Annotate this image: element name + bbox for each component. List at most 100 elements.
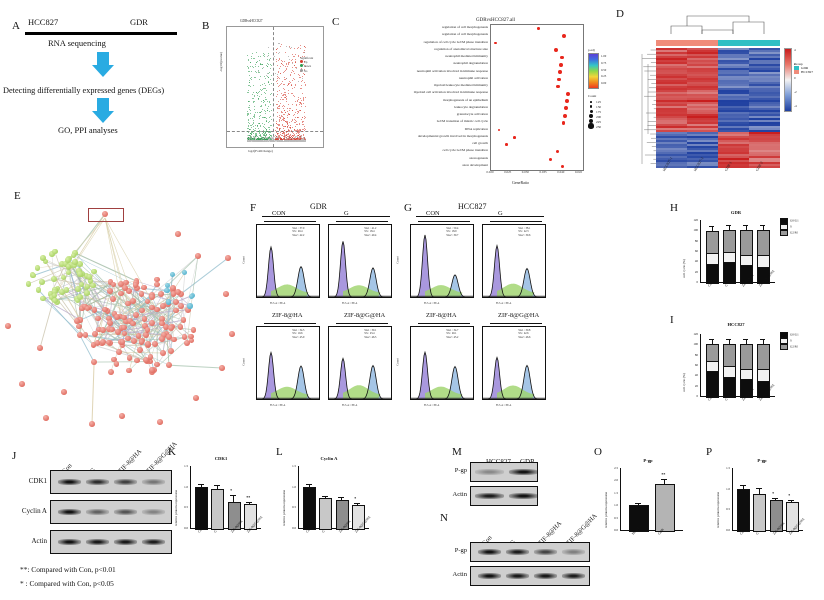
go-term-label: axonogenesis <box>469 155 488 160</box>
volcano-point <box>262 117 264 119</box>
volcano-point <box>286 62 288 64</box>
volcano-ylabel: -log10(pvalue) <box>219 51 224 73</box>
volcano-point <box>285 67 287 69</box>
flow-stats: %G1 : 30.1 %S : 23.4 %G2 : 46.5 <box>364 329 376 339</box>
volcano-point <box>282 98 284 100</box>
heatmap-cell <box>687 138 718 140</box>
error-bar-cap <box>661 478 668 480</box>
volcano-point <box>271 138 273 140</box>
flow-ylabel: Count <box>395 358 400 366</box>
ppi-node <box>133 357 140 364</box>
volcano-point <box>277 134 279 136</box>
heatmap-cell <box>718 50 749 52</box>
heatmap-cell <box>718 58 749 60</box>
volcano-point <box>294 54 296 56</box>
volcano-point <box>297 99 299 101</box>
ppi-node <box>59 289 65 295</box>
volcano-point <box>248 104 250 106</box>
ppi-highlight-box <box>88 208 124 222</box>
volcano-point <box>269 135 271 136</box>
volcano-point <box>273 44 275 46</box>
blot-band <box>85 479 109 485</box>
volcano-point <box>262 101 264 103</box>
volcano-point <box>276 112 278 114</box>
volcano-point <box>277 71 279 73</box>
volcano-point <box>254 111 256 113</box>
volcano-point <box>295 138 297 140</box>
volcano-point <box>270 109 272 111</box>
ppi-node <box>154 306 160 313</box>
volcano-point <box>285 134 287 136</box>
volcano-point <box>296 101 298 103</box>
volcano-point <box>267 58 269 60</box>
blot-band <box>474 493 504 499</box>
volcano-point <box>276 59 278 61</box>
volcano-point <box>287 123 289 125</box>
ppi-node <box>152 341 158 347</box>
volcano-point <box>253 113 255 115</box>
volcano-point <box>300 137 302 139</box>
volcano-point <box>289 140 291 142</box>
heatmap-cell <box>687 154 718 156</box>
volcano-point <box>258 140 259 141</box>
ppi-node <box>25 281 32 287</box>
volcano-point <box>258 79 260 81</box>
volcano-point <box>262 135 264 137</box>
volcano-point <box>290 74 292 76</box>
volcano-point <box>280 46 282 48</box>
goplot-legend: p.adj 1.00 0.75 0.50 0.25 0.00 Count 125 150 1… <box>588 48 606 129</box>
volcano-point <box>247 128 249 130</box>
legend-item: G0/G1 <box>780 218 799 224</box>
heatmap-cell <box>718 88 749 90</box>
volcano-point <box>286 137 288 139</box>
volcano-point <box>266 140 268 142</box>
heatmap-group-bar <box>656 40 780 46</box>
volcano-point <box>280 115 282 117</box>
volcano-point <box>267 110 269 112</box>
volcano-point <box>258 112 260 114</box>
volcano-point <box>289 48 291 50</box>
volcano-point <box>291 110 293 112</box>
volcano-point <box>254 132 256 134</box>
ppi-node <box>90 282 96 289</box>
volcano-point <box>259 114 261 116</box>
volcano-point <box>291 136 293 138</box>
volcano-point <box>285 65 287 67</box>
volcano-point <box>247 114 249 116</box>
volcano-point <box>304 128 306 130</box>
volcano-point <box>254 138 256 140</box>
volcano-point <box>264 76 266 78</box>
volcano-point <box>287 116 289 118</box>
volcano-point <box>290 140 292 142</box>
heatmap-cell <box>718 124 749 126</box>
volcano-point <box>278 67 280 69</box>
volcano-point <box>293 135 295 137</box>
ppi-node <box>159 320 165 327</box>
heatmap-cell <box>718 84 749 86</box>
volcano-point <box>261 106 263 107</box>
volcano-point <box>267 126 269 128</box>
volcano-point <box>269 67 271 69</box>
ppi-node <box>173 298 180 305</box>
ppi-node <box>175 231 181 237</box>
volcano-point <box>299 71 301 73</box>
volcano-point <box>254 58 256 59</box>
blot-row-label: CDK1 <box>28 477 47 485</box>
ppi-node <box>135 333 142 339</box>
volcano-point <box>292 134 294 136</box>
volcano-point <box>276 137 278 139</box>
ppi-node <box>123 318 129 325</box>
flow-stats: %G1 : 34.7 %S : 20.1 %G2 : 45.2 <box>446 329 458 339</box>
ppi-node <box>114 314 121 321</box>
goplot-term-labels: regulation of cell morphogenesis regulati… <box>336 24 488 169</box>
ppi-node <box>84 290 90 296</box>
volcano-point <box>273 137 275 139</box>
volcano-point <box>302 129 304 131</box>
panel-a-divider <box>25 32 177 35</box>
volcano-point <box>251 134 253 136</box>
volcano-point <box>300 136 302 138</box>
volcano-point <box>263 91 265 93</box>
heatmap-cell <box>749 70 780 72</box>
volcano-point <box>268 131 270 133</box>
